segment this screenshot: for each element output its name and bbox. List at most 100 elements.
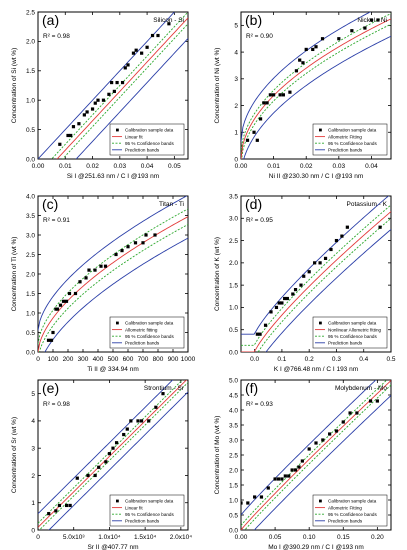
y-tick-label: 3 [31,445,35,452]
data-point [290,468,294,472]
prediction-band-lower [265,229,391,352]
x-tick-label: 0.0 [250,356,259,363]
data-point [246,501,250,505]
r-squared-label: R² = 0.91 [43,217,70,224]
fit-line [241,211,391,352]
plot-curves [241,12,391,159]
y-tick-label: 0.5 [229,512,238,519]
x-tick-label: 1.0x10⁴ [98,534,121,541]
data-point [268,93,272,97]
y-tick-label: 3 [234,76,238,83]
data-point [78,280,82,284]
fit-line [38,380,187,528]
y-tick-label: 5 [31,391,35,398]
data-point [66,133,70,138]
data-point [110,80,114,85]
data-point [103,264,108,268]
data-point [104,460,108,464]
data-point [64,503,69,508]
legend-fit-label: Linear fit [125,505,143,510]
panel-title: Nickel - Ni [357,17,387,24]
y-tick-label: 2.5 [229,238,238,245]
data-point [297,465,301,469]
legend-calibration-marker [116,499,119,503]
data-point [258,332,262,336]
data-point [68,503,72,508]
confidence-band-lower [39,224,188,352]
y-tick-label: 4 [234,49,238,56]
y-tick-label: 0.5 [26,127,35,134]
data-point [355,411,359,415]
prediction-band-lower [243,35,391,159]
data-point [114,252,118,257]
data-point [323,256,328,260]
y-axis-label: Concentration of Si (wt %) [11,48,18,124]
legend-box [312,316,388,349]
data-point [369,18,374,22]
data-point [139,419,144,423]
legend-confidence-label: 95 % Confidence bands [125,512,174,517]
data-point [112,89,116,93]
confidence-band-lower [38,382,188,530]
confidence-band-upper [38,208,188,345]
data-point [276,477,281,481]
data-point [87,268,91,272]
plot-curves [241,196,391,352]
data-point [334,238,339,243]
plot-frame [37,379,189,531]
data-point [259,495,264,499]
y-axis-label: Concentration of Ni (wt %) [214,48,221,124]
x-tick-label: 900 [168,356,179,363]
legend-fit-label: Allometric fitting [125,327,158,332]
x-tick-label: 1.5x10⁴ [134,534,157,541]
legend-calibration-marker [319,321,322,325]
x-tick-label: 200 [63,356,74,363]
data-point [314,441,318,445]
y-tick-label: 0.0 [26,349,35,356]
data-point [293,468,298,472]
panel-title: Silicon - Si [153,17,184,24]
y-tick-label: 2.5 [229,452,238,459]
data-point [58,142,62,146]
y-tick-label: 3.5 [229,193,238,200]
x-tick-label: 0.2 [305,356,314,363]
prediction-band-upper [241,12,372,142]
data-point [258,117,263,121]
plot-frame [240,195,392,353]
data-point [298,58,302,62]
y-tick-label: 5 [234,23,238,30]
legend-box [109,123,185,156]
confidence-band-lower [61,23,188,159]
y-axis-label: Concentration of K (wt %) [214,237,221,311]
data-point [255,138,259,142]
data-point [125,427,129,431]
data-point [288,90,292,94]
data-point [376,18,380,22]
x-tick-label: 0.00 [235,534,248,541]
x-tick-label: 800 [153,356,164,363]
data-point [363,26,367,30]
plot-curves [241,380,391,530]
data-point [153,233,157,237]
legend-fit-label: Linear fit [125,134,143,139]
x-tick-label: 0 [36,356,40,363]
data-point [54,509,58,513]
x-tick-label: 500 [108,356,119,363]
data-point [320,37,325,41]
y-tick-label: 0.0 [26,156,35,163]
data-point [133,241,138,245]
prediction-band-lower [48,391,188,530]
data-point [69,133,73,138]
x-axis-label: K I @766.48 nm / C I 193 nm [274,366,358,373]
x-tick-label: 600 [123,356,134,363]
plot-curves [38,380,188,530]
legend-prediction-label: Prediction bands [125,341,160,346]
legend-confidence-label: 95 % Confidence bands [328,512,377,517]
data-point [96,98,100,102]
confidence-band-upper [241,13,391,154]
data-point [99,264,103,268]
data-point [280,477,284,481]
y-tick-label: 0.0 [229,349,238,356]
